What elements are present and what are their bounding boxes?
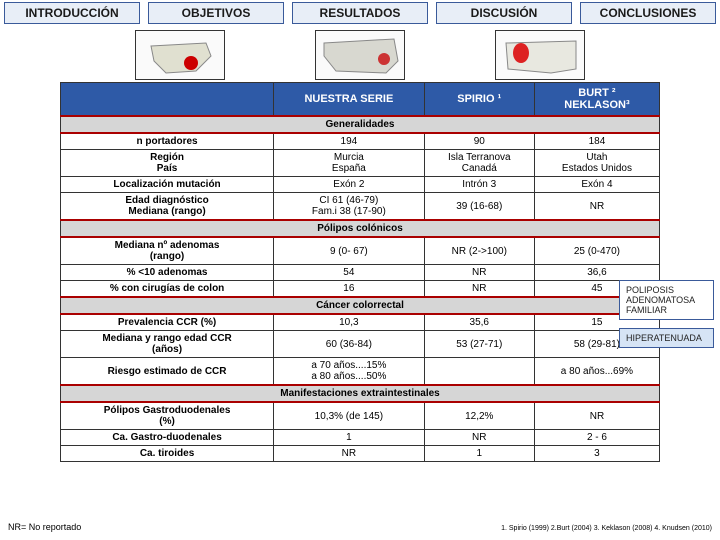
callout-hiperatenuada: HIPERATENUADA — [619, 328, 714, 348]
tab-discusion[interactable]: DISCUSIÓN — [436, 2, 572, 24]
table-header-row: NUESTRA SERIE SPIRIO ¹ BURT ² NEKLASON³ — [61, 83, 660, 117]
comparison-table: NUESTRA SERIE SPIRIO ¹ BURT ² NEKLASON³ … — [60, 82, 660, 462]
map-canada — [315, 30, 405, 80]
hdr-blank — [61, 83, 274, 117]
tab-resultados[interactable]: RESULTADOS — [292, 2, 428, 24]
table-row: Localización mutaciónExón 2Intrón 3Exón … — [61, 177, 660, 193]
hdr-spirio: SPIRIO ¹ — [424, 83, 534, 117]
table-row: Mediana y rango edad CCR (años)60 (36-84… — [61, 331, 660, 358]
maps-row — [0, 26, 720, 82]
tab-conclusiones[interactable]: CONCLUSIONES — [580, 2, 716, 24]
section-cancer: Cáncer colorrectal — [61, 297, 660, 314]
table-row: Prevalencia CCR (%)10,335,615 — [61, 314, 660, 331]
section-polipos: Pólipos colónicos — [61, 220, 660, 237]
table-row: Riesgo estimado de CCRa 70 años....15% a… — [61, 358, 660, 386]
hdr-burt: BURT ² NEKLASON³ — [534, 83, 659, 117]
map-usa — [495, 30, 585, 80]
table-row: % <10 adenomas54NR36,6 — [61, 265, 660, 281]
tab-objetivos[interactable]: OBJETIVOS — [148, 2, 284, 24]
table-row: Pólipos Gastroduodenales (%)10,3% (de 14… — [61, 402, 660, 430]
section-generalidades: Generalidades — [61, 116, 660, 133]
footnote-nr: NR= No reportado — [8, 522, 81, 532]
table-row: % con cirugías de colon16NR45 — [61, 281, 660, 298]
hdr-nuestra: NUESTRA SERIE — [274, 83, 425, 117]
table-row: Edad diagnóstico Mediana (rango)CI 61 (4… — [61, 193, 660, 221]
tab-introduccion[interactable]: INTRODUCCIÓN — [4, 2, 140, 24]
table-row: Región PaísMurcia EspañaIsla Terranova C… — [61, 150, 660, 177]
table-row: Ca. Gastro-duodenales1NR2 - 6 — [61, 430, 660, 446]
nav-tabs: INTRODUCCIÓN OBJETIVOS RESULTADOS DISCUS… — [0, 0, 720, 26]
table-row: n portadores19490184 — [61, 133, 660, 150]
callout-poliposis: POLIPOSIS ADENOMATOSA FAMILIAR — [619, 280, 714, 320]
map-spain — [135, 30, 225, 80]
section-extraintestinales: Manifestaciones extraintestinales — [61, 385, 660, 402]
table-row: Ca. tiroidesNR13 — [61, 446, 660, 462]
footnote-refs: 1. Spirio (1999) 2.Burt (2004) 3. Keklas… — [501, 525, 712, 532]
table-row: Mediana nº adenomas (rango)9 (0- 67)NR (… — [61, 237, 660, 265]
